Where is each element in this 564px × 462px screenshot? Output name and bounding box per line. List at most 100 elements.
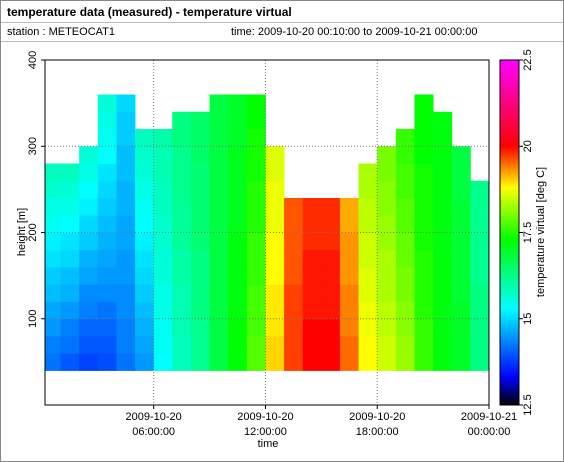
heat-cell bbox=[172, 163, 192, 182]
heat-cell bbox=[172, 180, 192, 199]
heat-cell bbox=[45, 249, 61, 268]
plot-border bbox=[44, 59, 490, 406]
heat-cell bbox=[358, 336, 378, 354]
heat-cell bbox=[79, 146, 99, 164]
heat-cell bbox=[433, 284, 453, 302]
heat-cell bbox=[377, 267, 397, 285]
heat-cell bbox=[246, 180, 266, 199]
heat-cell bbox=[414, 129, 434, 147]
heat-cell bbox=[209, 318, 229, 337]
y-axis-label: height [m] bbox=[16, 208, 28, 256]
heat-cell bbox=[414, 232, 434, 251]
heat-cell bbox=[209, 146, 229, 164]
heat-cell bbox=[451, 284, 471, 302]
heat-cell bbox=[209, 198, 229, 216]
station: station : METEOCAT1 bbox=[7, 26, 115, 38]
heat-cell bbox=[79, 267, 99, 285]
heat-cell bbox=[433, 129, 453, 147]
heat-cell bbox=[172, 267, 192, 285]
heat-cell bbox=[339, 232, 359, 251]
heat-cell bbox=[246, 129, 266, 147]
heat-cell bbox=[414, 353, 434, 371]
heat-cell bbox=[228, 129, 248, 147]
heat-cell bbox=[153, 267, 173, 285]
heat-cell bbox=[190, 163, 210, 182]
heat-cell bbox=[45, 353, 61, 371]
heat-cell bbox=[246, 284, 266, 302]
heat-cell bbox=[60, 284, 80, 302]
heat-cell bbox=[470, 180, 490, 199]
heat-cell bbox=[377, 198, 397, 216]
heat-cell bbox=[97, 215, 117, 233]
heat-cell bbox=[302, 232, 322, 251]
heat-cell bbox=[451, 301, 471, 320]
heat-cell bbox=[339, 301, 359, 320]
heat-cell bbox=[116, 267, 136, 285]
heat-cell bbox=[433, 198, 453, 216]
x-axis-label: time bbox=[258, 438, 279, 450]
heat-cell bbox=[60, 353, 80, 371]
heat-cell bbox=[209, 129, 229, 147]
heat-cell bbox=[79, 249, 99, 268]
heat-cell bbox=[60, 215, 80, 233]
heat-cell bbox=[265, 163, 285, 182]
heat-cell bbox=[433, 215, 453, 233]
heat-cell bbox=[284, 301, 304, 320]
heat-cell bbox=[265, 146, 285, 164]
heat-cell bbox=[79, 353, 99, 371]
heat-cell bbox=[153, 163, 173, 182]
heat-cell bbox=[209, 215, 229, 233]
heat-cell bbox=[116, 232, 136, 251]
heat-cell bbox=[45, 301, 61, 320]
heat-cell bbox=[433, 232, 453, 251]
heat-cell bbox=[190, 129, 210, 147]
heat-cell bbox=[302, 284, 322, 302]
heat-cell bbox=[153, 318, 173, 337]
heat-cell bbox=[265, 353, 285, 371]
heat-cell bbox=[284, 215, 304, 233]
heat-cell bbox=[190, 198, 210, 216]
heat-cell bbox=[97, 318, 117, 337]
heat-cell bbox=[321, 198, 341, 216]
heat-cell bbox=[246, 267, 266, 285]
heat-cell bbox=[45, 180, 61, 199]
heat-cell bbox=[153, 301, 173, 320]
heat-cell bbox=[302, 267, 322, 285]
heat-cell bbox=[414, 284, 434, 302]
heat-cell bbox=[116, 180, 136, 199]
heat-cell bbox=[451, 232, 471, 251]
heat-cell bbox=[377, 318, 397, 337]
heat-cell bbox=[265, 249, 285, 268]
heat-cell bbox=[321, 336, 341, 354]
heat-cell bbox=[228, 146, 248, 164]
heat-cell bbox=[116, 318, 136, 337]
heat-cell bbox=[97, 336, 117, 354]
heat-cell bbox=[60, 318, 80, 337]
heat-cell bbox=[377, 353, 397, 371]
heat-cell bbox=[153, 249, 173, 268]
heat-cell bbox=[172, 336, 192, 354]
heat-cell bbox=[395, 249, 415, 268]
heat-cell bbox=[339, 198, 359, 216]
heat-cell bbox=[265, 284, 285, 302]
heat-cell bbox=[97, 198, 117, 216]
heat-cell bbox=[377, 215, 397, 233]
heat-cell bbox=[135, 180, 155, 199]
heat-cell bbox=[116, 163, 136, 182]
heat-cell bbox=[116, 336, 136, 354]
heat-cell bbox=[414, 163, 434, 182]
heat-cell bbox=[97, 249, 117, 268]
heat-cell bbox=[190, 232, 210, 251]
heat-cell bbox=[116, 111, 136, 130]
heat-cell bbox=[190, 146, 210, 164]
heat-cell bbox=[377, 284, 397, 302]
heat-cell bbox=[358, 353, 378, 371]
heat-cell bbox=[228, 267, 248, 285]
heat-cell bbox=[414, 180, 434, 199]
heat-cell bbox=[228, 318, 248, 337]
heat-cell bbox=[246, 336, 266, 354]
heat-cell bbox=[358, 198, 378, 216]
heat-cell bbox=[265, 318, 285, 337]
heat-cell bbox=[470, 301, 490, 320]
